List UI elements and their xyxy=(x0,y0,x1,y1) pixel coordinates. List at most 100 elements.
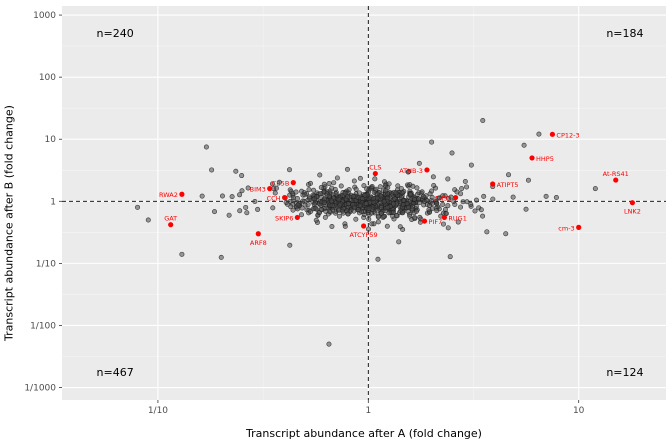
gray-data-point xyxy=(536,131,542,137)
gray-data-point xyxy=(218,254,224,260)
gray-data-point xyxy=(372,176,378,182)
gray-data-point xyxy=(407,182,413,188)
gray-data-point xyxy=(329,198,335,204)
highlighted-data-point xyxy=(549,131,556,137)
gray-data-point xyxy=(468,201,474,207)
gray-data-point xyxy=(400,210,406,216)
highlighted-point-label: CP12-3 xyxy=(556,131,579,139)
gray-data-point xyxy=(345,201,351,207)
gray-data-point xyxy=(243,204,249,210)
highlighted-point-label: RUG1 xyxy=(448,214,466,222)
highlighted-data-point xyxy=(281,194,288,201)
highlighted-data-point xyxy=(267,186,273,192)
gray-data-point xyxy=(318,206,324,212)
highlighted-point-label: GAT xyxy=(164,215,177,223)
highlighted-data-point xyxy=(255,231,261,237)
gray-data-point xyxy=(286,167,292,173)
highlighted-point-label: BIM3 xyxy=(250,186,266,194)
gray-data-point xyxy=(398,185,404,191)
y-tick-label: 1/1000 xyxy=(24,384,56,394)
x-axis-title: Transcript abundance after A (fold chang… xyxy=(246,427,482,440)
gray-data-point xyxy=(454,189,460,195)
gray-data-point xyxy=(219,193,225,199)
gray-data-point xyxy=(334,175,340,181)
gray-data-point xyxy=(364,201,370,207)
gray-data-point xyxy=(333,191,339,197)
quadrant-count-top-left: n=240 xyxy=(97,27,134,40)
gray-data-point xyxy=(290,207,296,213)
gray-data-point xyxy=(244,210,250,216)
gray-data-point xyxy=(490,196,496,202)
gray-data-point xyxy=(378,193,384,199)
gray-data-point xyxy=(317,191,323,197)
highlighted-point-label: CB5B xyxy=(272,180,290,188)
highlighted-data-point xyxy=(168,222,174,228)
gray-data-point xyxy=(179,251,185,257)
gray-data-point xyxy=(478,207,484,213)
gray-data-point xyxy=(352,204,358,210)
gray-data-point xyxy=(385,204,391,210)
gray-data-point xyxy=(408,192,414,198)
gray-data-point xyxy=(300,198,306,204)
gray-data-point xyxy=(506,172,512,178)
highlighted-point-label: SKIP6 xyxy=(275,214,293,222)
gray-data-point xyxy=(306,194,312,200)
gray-data-point xyxy=(326,341,332,347)
gray-data-point xyxy=(329,224,335,230)
gray-data-point xyxy=(440,221,446,227)
gray-data-point xyxy=(480,213,486,219)
highlighted-point-label: ARF8 xyxy=(250,239,267,247)
highlighted-data-point xyxy=(372,170,378,177)
gray-data-point xyxy=(237,192,243,198)
highlighted-data-point xyxy=(361,223,367,229)
highlighted-point-label: LNK2 xyxy=(624,208,641,216)
highlighted-data-point xyxy=(179,191,185,197)
gray-data-point xyxy=(381,213,387,219)
gray-data-point xyxy=(426,207,432,213)
gray-data-point xyxy=(318,202,324,208)
highlighted-point-label: AHS1 xyxy=(434,195,452,203)
gray-data-point xyxy=(543,193,549,199)
gray-data-point xyxy=(369,221,375,227)
gray-data-point xyxy=(381,199,387,205)
gray-data-point xyxy=(313,217,319,223)
gray-data-point xyxy=(135,204,141,210)
gray-data-point xyxy=(245,185,251,191)
gray-data-point xyxy=(369,183,375,189)
gray-data-point xyxy=(445,176,451,182)
gray-data-point xyxy=(381,179,387,185)
highlighted-data-point xyxy=(613,177,619,183)
gray-data-point xyxy=(331,180,337,186)
gray-data-point xyxy=(384,223,390,229)
gray-data-point xyxy=(212,209,218,215)
gray-data-point xyxy=(393,190,399,196)
y-tick-label: 1/100 xyxy=(30,321,56,331)
gray-data-point xyxy=(405,169,411,175)
highlighted-point-label: ATCYP59 xyxy=(350,231,378,239)
quadrant-count-bottom-right: n=124 xyxy=(606,366,643,379)
gray-data-point xyxy=(391,209,397,215)
gray-data-point xyxy=(209,167,215,173)
gray-data-point xyxy=(311,187,317,193)
gray-data-point xyxy=(413,208,419,214)
gray-data-point xyxy=(353,216,359,222)
gray-data-point xyxy=(294,196,300,202)
gray-data-point xyxy=(287,187,293,193)
gray-data-point xyxy=(283,199,289,205)
gray-data-point xyxy=(375,207,381,213)
gray-data-point xyxy=(592,186,598,192)
highlighted-data-point xyxy=(294,214,300,221)
gray-data-point xyxy=(395,183,401,189)
gray-data-point xyxy=(329,202,335,208)
gray-data-point xyxy=(344,166,350,172)
x-tick-label: 10 xyxy=(573,406,585,416)
gray-data-point xyxy=(336,207,342,213)
gray-data-point xyxy=(429,188,435,194)
gray-data-point xyxy=(145,217,151,223)
gray-data-point xyxy=(405,208,411,214)
gray-data-point xyxy=(378,210,384,216)
highlighted-point-label: PIF7 xyxy=(429,218,443,226)
highlighted-data-point xyxy=(490,181,496,187)
gray-data-point xyxy=(288,204,294,210)
y-tick-label: 10 xyxy=(45,135,57,145)
